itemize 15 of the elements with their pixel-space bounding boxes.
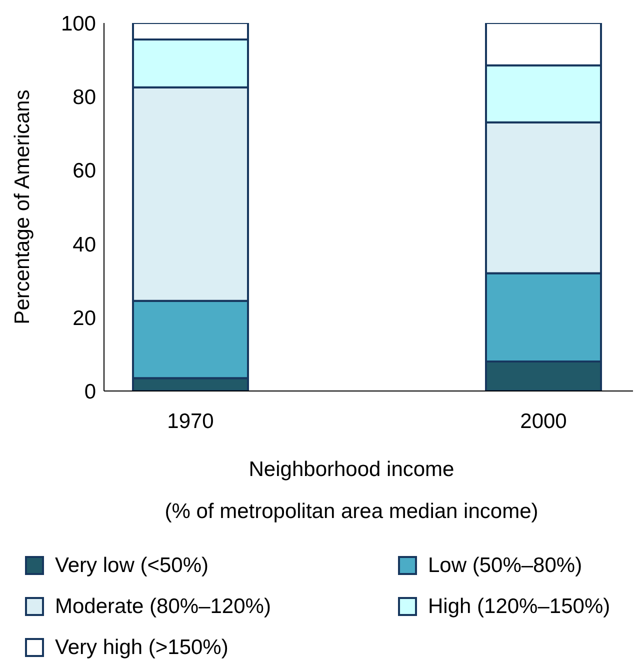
- y-tick-label: 40: [72, 233, 96, 256]
- legend-label: Moderate (80%–120%): [55, 594, 271, 618]
- y-tick-label: 20: [72, 306, 96, 330]
- x-tick-label: 1970: [167, 410, 214, 433]
- y-tick-label: 80: [72, 86, 96, 110]
- legend-label: Low (50%–80%): [428, 554, 582, 578]
- y-axis-title: Percentage of Americans: [10, 90, 34, 324]
- legend-label: Very high (>150%): [55, 636, 228, 660]
- y-tick-label: 100: [60, 12, 96, 36]
- y-tick-label: 60: [72, 160, 96, 183]
- legend-label: High (120%–150%): [428, 594, 610, 618]
- y-tick-label: 0: [84, 380, 96, 404]
- x-tick-label: 2000: [520, 410, 567, 433]
- legend-label: Very low (<50%): [55, 554, 208, 578]
- x-axis-title: Neighborhood income (% of metropolitan area median income): [164, 458, 538, 523]
